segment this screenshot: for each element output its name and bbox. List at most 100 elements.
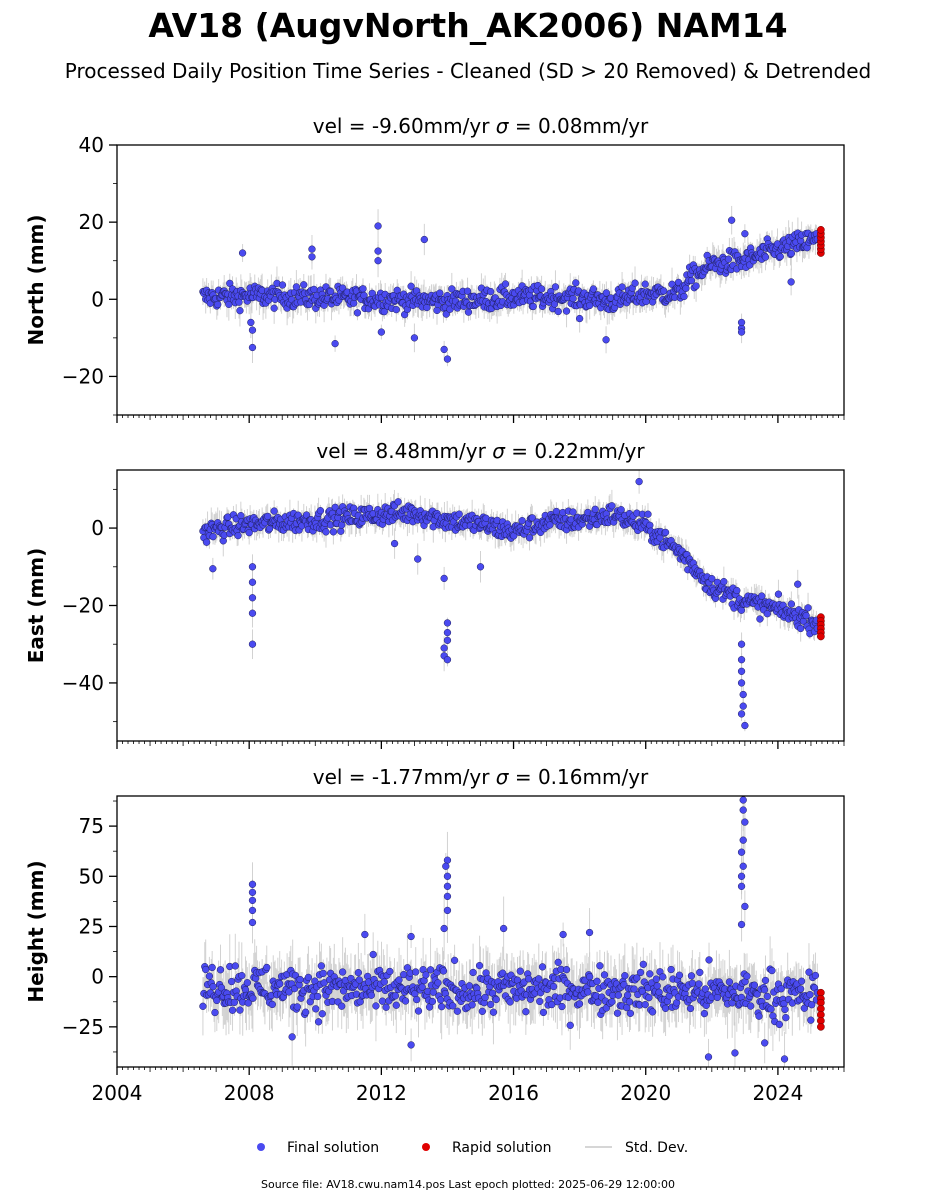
final-point: [314, 992, 322, 1001]
final-point: [443, 882, 452, 890]
final-point: [308, 253, 316, 261]
final-point: [238, 971, 246, 980]
final-point: [737, 848, 746, 856]
final-point: [243, 979, 251, 987]
final-point: [278, 281, 287, 289]
final-point: [214, 300, 222, 309]
final-point: [301, 1008, 310, 1016]
final-point: [737, 679, 746, 687]
final-point: [741, 721, 749, 730]
final-point: [440, 345, 448, 354]
final-point: [626, 1009, 635, 1017]
final-point: [811, 971, 820, 980]
final-point: [440, 644, 448, 652]
final-point: [522, 1008, 530, 1016]
final-point: [688, 979, 697, 987]
final-point: [380, 978, 388, 986]
final-point: [704, 1053, 713, 1061]
final-point: [763, 610, 771, 618]
final-point: [566, 1021, 574, 1029]
final-point: [777, 985, 785, 993]
y-tick-label: 20: [79, 210, 104, 234]
final-point: [645, 994, 653, 1002]
final-point: [422, 971, 430, 979]
final-point: [312, 1005, 320, 1013]
final-point: [361, 930, 369, 939]
final-point: [394, 498, 402, 506]
final-point: [377, 328, 386, 336]
final-point: [808, 1001, 816, 1009]
final-point: [796, 624, 805, 633]
final-point: [639, 960, 647, 968]
axes-frame: [116, 144, 845, 416]
y-tick-label: −25: [62, 1015, 104, 1039]
final-point: [414, 1007, 423, 1015]
final-point: [443, 872, 452, 880]
final-point: [739, 862, 747, 870]
final-point: [429, 988, 437, 996]
final-point: [539, 1008, 548, 1017]
final-point: [696, 968, 704, 977]
final-point: [355, 976, 363, 984]
final-point: [268, 1000, 276, 1009]
final-point: [682, 284, 690, 292]
final-point: [701, 985, 709, 993]
final-point: [443, 892, 452, 901]
final-point: [661, 528, 670, 537]
legend-stddev-label: Std. Dev.: [625, 1140, 688, 1156]
final-point: [338, 521, 346, 529]
final-point: [392, 305, 400, 314]
final-point: [248, 563, 257, 571]
final-point: [437, 1003, 446, 1011]
final-point: [737, 920, 746, 929]
final-point: [758, 592, 766, 600]
y-tick-label: 0: [91, 965, 104, 989]
final-point: [538, 963, 547, 971]
final-point: [562, 307, 571, 315]
final-point: [787, 249, 796, 258]
final-point: [407, 282, 415, 290]
final-point: [633, 974, 641, 982]
final-point: [231, 962, 239, 970]
final-point: [589, 285, 598, 293]
final-point: [739, 836, 747, 844]
final-point: [761, 1039, 769, 1047]
final-point: [680, 292, 688, 301]
final-point: [292, 283, 301, 291]
final-point: [442, 862, 450, 870]
final-point: [448, 285, 456, 293]
final-point: [753, 990, 761, 998]
final-point: [644, 510, 652, 518]
final-point: [802, 611, 810, 620]
final-point: [391, 992, 400, 1000]
final-point: [535, 975, 543, 983]
final-point: [264, 512, 272, 521]
final-point: [492, 995, 500, 1004]
plot-area: [199, 205, 825, 367]
final-point: [443, 628, 452, 637]
velocity-label: vel = -9.60mm/yr: [313, 114, 496, 138]
final-point: [787, 278, 795, 286]
final-point: [623, 1003, 631, 1012]
final-point: [468, 1001, 476, 1009]
final-point: [434, 979, 442, 987]
final-point: [245, 529, 253, 537]
y-tick-label: 0: [91, 287, 104, 311]
final-point: [731, 1049, 739, 1057]
final-point: [443, 355, 452, 363]
velocity-label: vel = 8.48mm/yr: [316, 439, 492, 463]
final-point: [443, 656, 452, 664]
final-point: [455, 510, 463, 518]
y-tick-label: 25: [79, 914, 104, 938]
final-point: [300, 281, 308, 289]
final-point: [586, 973, 594, 981]
final-point: [794, 580, 802, 588]
final-point: [234, 531, 242, 540]
sigma-label: = 0.16mm/yr: [508, 765, 649, 789]
final-point: [775, 1020, 784, 1029]
final-point: [407, 1041, 415, 1049]
x-tick-label: 2012: [356, 1081, 407, 1105]
final-point: [211, 1008, 219, 1017]
final-point: [743, 972, 751, 980]
final-point: [216, 966, 225, 974]
